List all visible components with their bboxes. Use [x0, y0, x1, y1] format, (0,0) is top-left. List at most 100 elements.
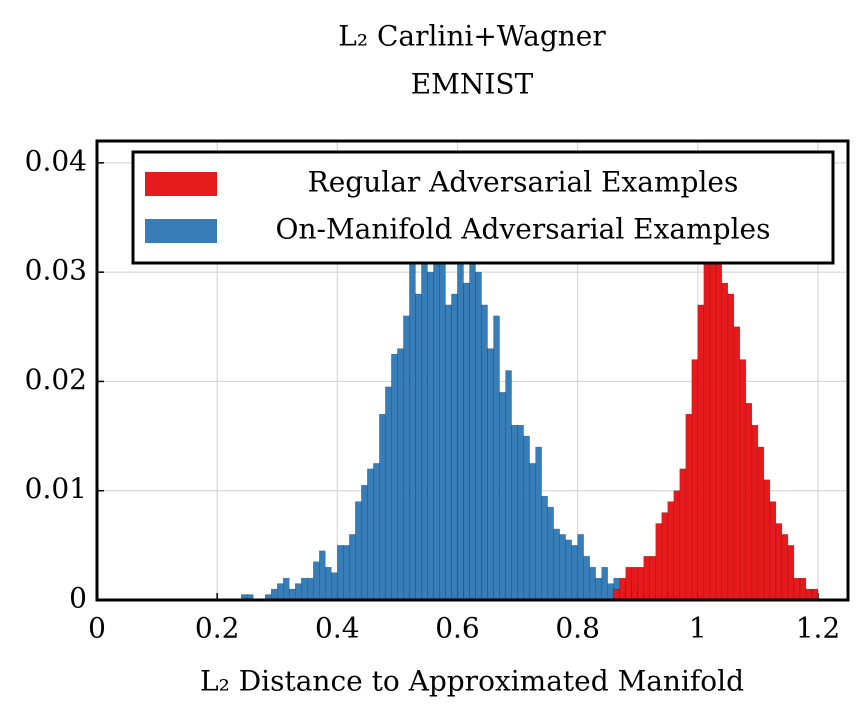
- histogram-bar: [775, 523, 783, 601]
- histogram-bar: [781, 534, 789, 601]
- legend-swatch: [145, 219, 217, 243]
- x-tick-label: 1: [689, 612, 707, 645]
- histogram-bar: [397, 348, 404, 601]
- histogram-bar: [733, 326, 741, 601]
- histogram-bar: [613, 588, 620, 601]
- x-tick-label: 0.8: [555, 612, 600, 645]
- histogram-bar: [751, 424, 759, 601]
- histogram-bar: [493, 315, 500, 601]
- histogram-bar: [589, 566, 596, 601]
- histogram-bar: [439, 260, 446, 601]
- histogram-bar: [457, 260, 464, 601]
- histogram-bar: [487, 348, 494, 601]
- x-axis-label: L₂ Distance to Approximated Manifold: [200, 665, 744, 698]
- histogram-bar: [565, 539, 572, 601]
- histogram-bar: [451, 293, 458, 601]
- chart-title: L₂ Carlini+Wagner: [338, 20, 606, 53]
- histogram-bar: [691, 359, 699, 601]
- plot-frame: [95, 139, 850, 602]
- histogram-bar: [535, 446, 542, 601]
- histogram-bar: [270, 588, 278, 601]
- histogram-bar: [745, 403, 753, 601]
- histogram-bar: [553, 528, 560, 601]
- histogram-bar: [391, 353, 398, 601]
- x-tick-label: 0: [88, 612, 106, 645]
- histogram-bar: [685, 413, 693, 601]
- histogram-bar: [481, 304, 488, 601]
- y-tick-label: 0.02: [25, 363, 87, 396]
- histogram-bar: [445, 304, 452, 601]
- histogram-bar: [703, 260, 711, 601]
- histogram-bar: [409, 260, 416, 601]
- histogram-bar: [739, 359, 747, 601]
- histogram-bar: [619, 577, 626, 601]
- histogram-bar: [571, 545, 578, 601]
- histogram-bar: [499, 392, 506, 601]
- histogram-bar: [295, 583, 302, 601]
- histogram-bar: [427, 271, 434, 601]
- histogram-bar: [577, 534, 584, 601]
- histogram-bar: [415, 293, 422, 601]
- histogram-bar: [367, 468, 374, 601]
- histogram-bar: [385, 386, 392, 601]
- histogram-bar: [379, 413, 386, 601]
- histogram-bar: [655, 523, 663, 601]
- histogram-bar: [463, 282, 470, 601]
- histogram-bar: [769, 501, 777, 601]
- histogram-bar: [511, 424, 518, 601]
- histogram-bar: [505, 370, 512, 601]
- histogram-bar: [811, 588, 819, 601]
- x-tick-label: 0.2: [195, 612, 240, 645]
- histogram-bar: [307, 577, 314, 601]
- histogram-bar: [607, 583, 614, 601]
- histogram-bar: [343, 545, 350, 601]
- x-tick-label: 1.2: [796, 612, 841, 645]
- histogram-bar: [355, 501, 362, 601]
- histogram-bar: [649, 556, 656, 601]
- histogram-bar: [601, 566, 608, 601]
- histogram-bar: [625, 566, 632, 601]
- histogram-bar: [529, 463, 536, 601]
- y-tick-label: 0.03: [25, 254, 87, 287]
- y-tick-label: 0.04: [25, 144, 87, 177]
- histogram-bar: [673, 490, 681, 601]
- histogram-bar: [763, 479, 771, 601]
- histogram-bar: [643, 556, 650, 601]
- histogram-bar: [475, 271, 482, 601]
- histogram-bar: [631, 566, 638, 601]
- histogram-bar: [403, 315, 410, 601]
- chart-subtitle: EMNIST: [411, 68, 534, 101]
- histogram-bar: [667, 501, 675, 601]
- histogram-bar: [301, 577, 308, 601]
- y-tick-label: 0: [69, 582, 87, 615]
- histogram-bar: [361, 485, 368, 601]
- legend-label: On-Manifold Adversarial Examples: [276, 213, 771, 246]
- histogram-bar: [595, 577, 602, 601]
- histogram-bar: [337, 545, 344, 601]
- histogram-bar: [757, 446, 765, 601]
- histogram-bar: [793, 577, 801, 601]
- histogram-bar: [331, 572, 338, 601]
- histogram-bar: [433, 217, 440, 601]
- histogram-bar: [787, 545, 795, 601]
- histogram-bar: [523, 435, 530, 601]
- histogram-bar: [517, 424, 524, 601]
- histogram-bar: [661, 512, 669, 601]
- histogram-bar: [373, 463, 380, 601]
- histogram-bar: [721, 282, 729, 601]
- histogram-bar: [349, 534, 356, 601]
- histogram-bar: [715, 260, 723, 601]
- histogram-bar: [541, 495, 548, 601]
- histogram-bar: [583, 556, 590, 601]
- histogram-bar: [282, 577, 290, 601]
- histogram-bar: [799, 577, 807, 601]
- x-tick-label: 0.4: [315, 612, 360, 645]
- histogram-bar: [805, 588, 813, 601]
- histogram-bar: [697, 304, 705, 601]
- histogram-bar: [637, 566, 644, 601]
- histogram-bar: [469, 228, 476, 601]
- histogram-bar: [325, 566, 332, 601]
- histogram-bar: [547, 506, 554, 601]
- y-tick-label: 0.01: [25, 472, 87, 505]
- legend-swatch: [145, 172, 217, 196]
